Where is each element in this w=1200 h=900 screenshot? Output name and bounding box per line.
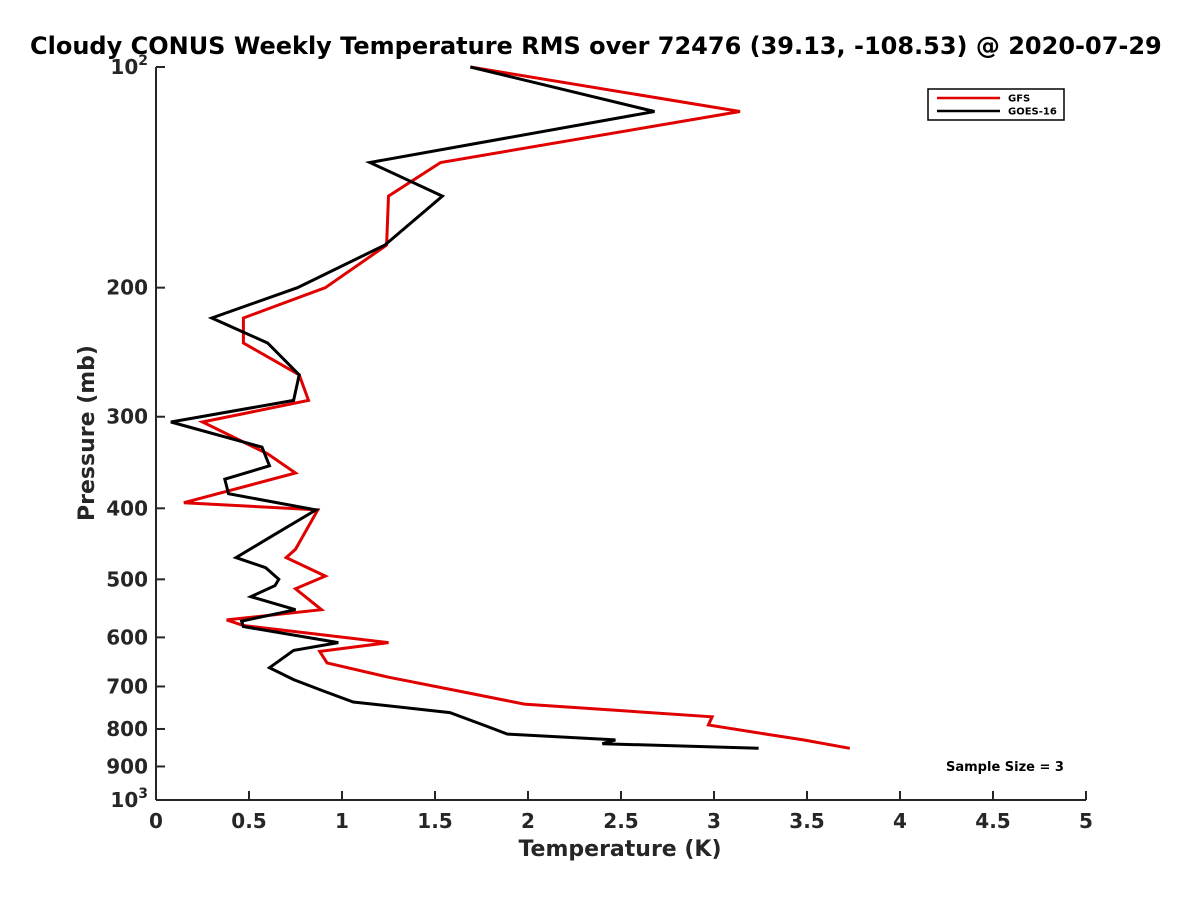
y-tick-label: 700 [106,674,148,698]
x-tick-label: 0 [149,809,163,833]
legend-box [927,88,1065,121]
x-ticks: 0 0.5 1 1.5 2 2.5 3 3.5 4 4.5 5 [149,791,1093,833]
series-lines [170,65,851,750]
series-line-gfs [183,65,851,750]
x-tick-label: 4.5 [975,809,1010,833]
y-tick-label: 103 [110,786,148,812]
y-tick-label: 800 [106,717,148,741]
y-tick-label: 300 [106,405,148,429]
legend-label: GOES-16 [1008,107,1057,118]
series-line-goes-16 [170,65,759,750]
x-tick-label: 3.5 [789,809,824,833]
x-tick-label: 1.5 [417,809,452,833]
x-tick-label: 2 [521,809,535,833]
sample-size-annotation: Sample Size = 3 [946,760,1064,775]
x-tick-label: 1 [335,809,349,833]
y-tick-label: 600 [106,625,148,649]
x-tick-label: 0.5 [231,809,266,833]
plot-area: 0 0.5 1 1.5 2 2.5 3 3.5 4 4.5 5 102 200 300 400 500 600… [106,53,1093,833]
legend: GFS GOES-16 [927,88,1065,121]
chart-title: Cloudy CONUS Weekly Temperature RMS over… [30,32,1162,60]
y-tick-label: 900 [106,754,148,778]
x-tick-label: 5 [1079,809,1093,833]
y-ticks: 102 200 300 400 500 600 700 800 900 103 [106,53,165,812]
y-tick-label: 400 [106,496,148,520]
x-axis-label: Temperature (K) [518,837,721,862]
legend-label: GFS [1008,94,1030,105]
legend-entries: GFS GOES-16 [937,94,1057,118]
y-axis-label: Pressure (mb) [75,345,100,521]
y-tick-label: 102 [110,53,148,79]
y-tick-label: 500 [106,567,148,591]
x-tick-label: 3 [707,809,721,833]
x-tick-label: 2.5 [603,809,638,833]
y-tick-label: 200 [106,276,148,300]
x-tick-label: 4 [893,809,907,833]
